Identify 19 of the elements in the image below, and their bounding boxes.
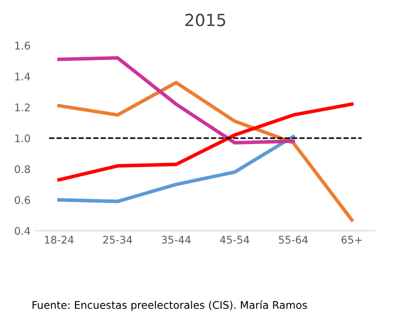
line-series	[57, 80, 354, 222]
line-series	[57, 102, 354, 182]
x-tick-label: 65+	[342, 236, 362, 244]
x-tick-label: 45-54	[220, 236, 250, 244]
line-series	[57, 134, 295, 204]
y-tick-label: 1.2	[15, 103, 30, 112]
line-series	[57, 56, 295, 144]
y-tick-label: 0.4	[14, 226, 30, 235]
source-note: Fuente: Encuestas preelectorales (CIS). María Ramos	[32, 300, 307, 311]
y-tick-label: 1.6	[15, 42, 30, 50]
y-tick-label: 0.8	[14, 165, 30, 174]
x-tick-label: 55-64	[278, 236, 308, 244]
x-tick-label: 25-34	[103, 236, 132, 244]
y-tick-label: 0.6	[14, 196, 30, 204]
y-tick-label: 1.4	[15, 72, 30, 80]
chart-title: 2015	[185, 14, 226, 26]
x-tick-label: 18-24	[44, 236, 74, 244]
y-tick-label: 1.0	[15, 134, 30, 142]
x-tick-label: 35-44	[162, 236, 191, 244]
